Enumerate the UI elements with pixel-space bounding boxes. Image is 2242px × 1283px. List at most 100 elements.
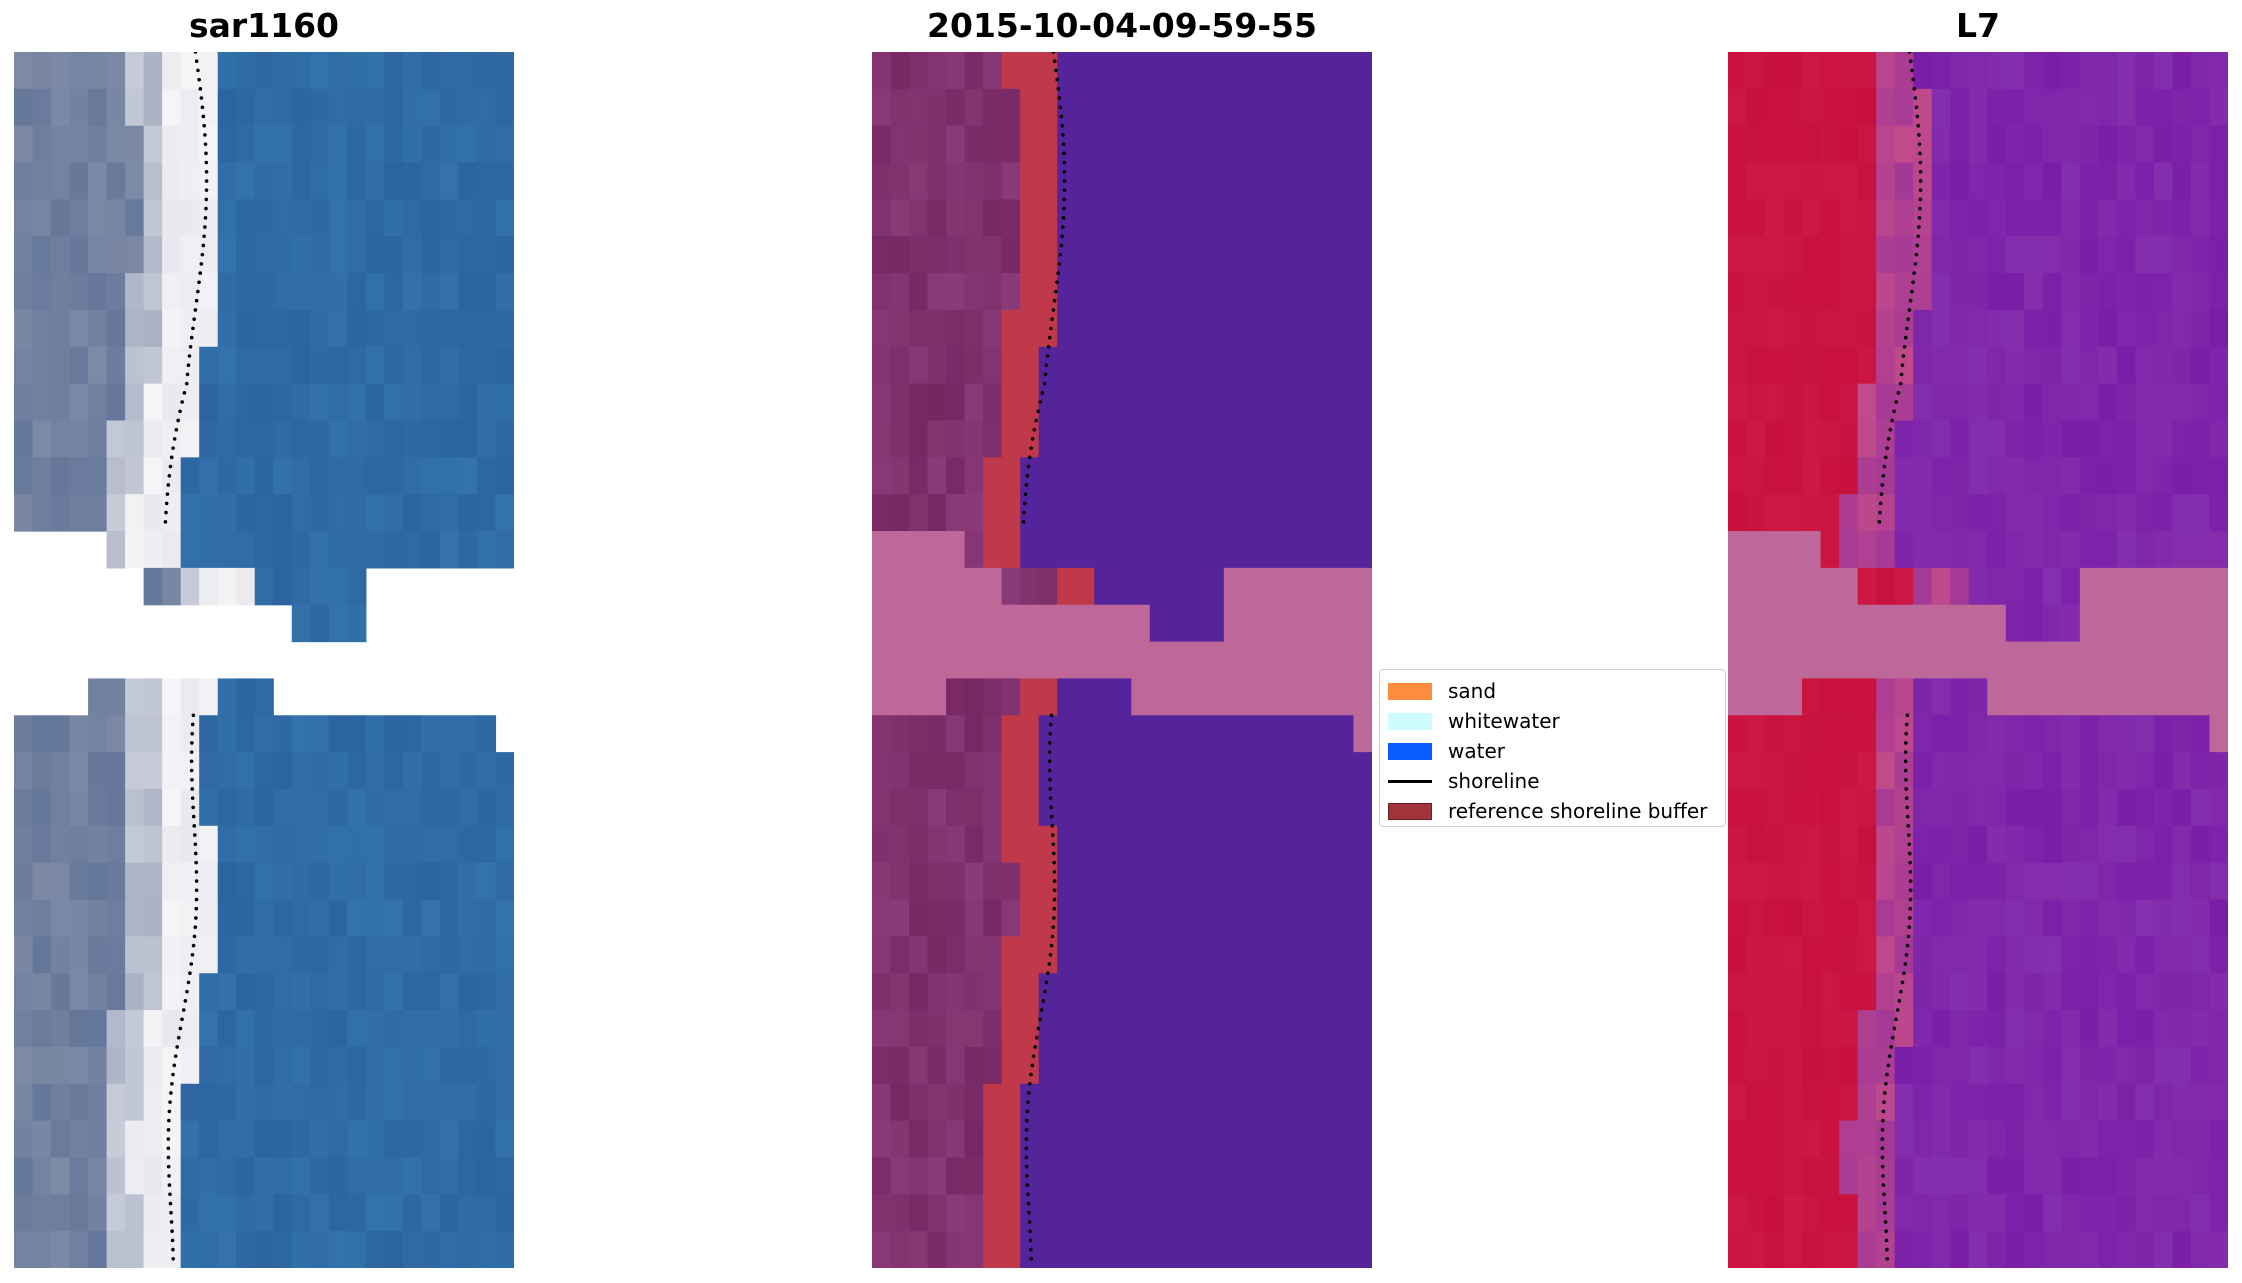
- pixel-cell: [1931, 678, 1951, 716]
- pixel-cell: [1038, 1231, 1058, 1268]
- pixel-cell: [2172, 420, 2192, 458]
- pixel-cell: [1168, 862, 1188, 901]
- pixel-cell: [1802, 973, 1822, 1011]
- pixel-cell: [236, 162, 256, 200]
- pixel-cell: [2079, 383, 2099, 422]
- pixel-cell: [273, 125, 293, 164]
- shoreline-point: [1908, 879, 1913, 883]
- pixel-cell: [458, 457, 478, 495]
- pixel-cell: [1987, 1231, 2007, 1268]
- pixel-cell: [347, 1010, 367, 1048]
- pixel-cell: [199, 162, 219, 200]
- pixel-cell: [2098, 1010, 2118, 1048]
- pixel-cell: [1075, 383, 1095, 422]
- pixel-cell: [328, 1157, 348, 1195]
- pixel-cell: [162, 825, 182, 864]
- pixel-cell: [2190, 162, 2211, 200]
- pixel-cell: [14, 162, 34, 200]
- shoreline-point: [189, 768, 194, 773]
- shoreline-point: [1906, 833, 1911, 837]
- shoreline-point: [202, 123, 206, 128]
- shoreline-point: [1888, 427, 1893, 432]
- pixel-cell: [1894, 236, 1914, 274]
- pixel-cell: [1950, 52, 1970, 90]
- pixel-cell: [1839, 862, 1859, 901]
- pixel-cell: [1057, 1231, 1077, 1268]
- pixel-cell: [1353, 162, 1372, 200]
- legend-item-water: water: [1388, 736, 1717, 766]
- pixel-cell: [1950, 973, 1970, 1011]
- pixel-cell: [2190, 1083, 2211, 1122]
- pixel-cell: [1149, 862, 1169, 901]
- pixel-cell: [1149, 420, 1169, 458]
- pixel-cell: [2172, 88, 2192, 127]
- pixel-cell: [1279, 973, 1299, 1011]
- pixel-cell: [347, 346, 367, 385]
- pixel-cell: [199, 531, 219, 569]
- pixel-cell: [2190, 88, 2211, 127]
- pixel-cell: [1131, 383, 1151, 422]
- pixel-cell: [1987, 678, 2007, 716]
- shoreline-point: [1911, 280, 1915, 285]
- legend-label-water: water: [1448, 739, 1505, 763]
- pixel-cell: [180, 1194, 200, 1232]
- pixel-cell: [310, 715, 330, 753]
- pixel-cell: [1968, 383, 1988, 422]
- pixel-cell: [2042, 1046, 2062, 1085]
- pixel-cell: [1765, 604, 1785, 643]
- shoreline-point: [1043, 372, 1048, 377]
- pixel-cell: [476, 125, 497, 164]
- shoreline-point: [176, 1035, 181, 1040]
- pixel-cell: [32, 383, 52, 422]
- pixel-cell: [69, 899, 89, 937]
- pixel-cell: [1987, 604, 2007, 643]
- pixel-cell: [2135, 494, 2155, 532]
- shoreline-point: [1022, 501, 1027, 506]
- pixel-cell: [1839, 1083, 1859, 1122]
- pixel-cell: [2153, 567, 2174, 606]
- pixel-cell: [1020, 715, 1040, 753]
- pixel-cell: [964, 1046, 984, 1085]
- pixel-cell: [1279, 1231, 1299, 1268]
- shoreline-point: [1883, 1220, 1888, 1224]
- pixel-cell: [32, 199, 52, 237]
- pixel-cell: [1297, 1231, 1318, 1268]
- pixel-cell: [476, 52, 497, 90]
- pixel-cell: [143, 52, 163, 90]
- shoreline-point: [1881, 1174, 1885, 1178]
- pixel-cell: [927, 309, 947, 348]
- pixel-cell: [1260, 52, 1281, 90]
- pixel-cell: [1746, 494, 1766, 532]
- pixel-cell: [1038, 236, 1058, 274]
- pixel-cell: [2079, 420, 2099, 458]
- pixel-cell: [946, 309, 966, 348]
- pixel-cell: [1279, 567, 1299, 606]
- pixel-cell: [421, 457, 441, 495]
- shoreline-point: [190, 731, 194, 736]
- shoreline-point: [1914, 252, 1919, 257]
- pixel-cell: [1279, 162, 1299, 200]
- pixel-cell: [1931, 1231, 1951, 1268]
- pixel-cell: [1746, 346, 1766, 385]
- pixel-cell: [927, 715, 947, 753]
- pixel-cell: [2042, 273, 2062, 311]
- pixel-cell: [927, 273, 947, 311]
- pixel-cell: [2079, 604, 2099, 643]
- pixel-cell: [1857, 494, 1877, 532]
- pixel-cell: [291, 531, 311, 569]
- pixel-cell: [291, 52, 311, 90]
- pixel-cell: [1987, 715, 2007, 753]
- pixel-cell: [458, 1120, 478, 1159]
- pixel-cell: [1783, 273, 1803, 311]
- pixel-cell: [88, 125, 108, 164]
- pixel-cell: [2190, 457, 2211, 495]
- pixel-cell: [236, 678, 256, 716]
- pixel-cell: [1131, 199, 1151, 237]
- pixel-cell: [106, 88, 126, 127]
- pixel-cell: [909, 199, 929, 237]
- pixel-cell: [14, 199, 34, 237]
- shoreline-point: [1877, 520, 1882, 524]
- pixel-cell: [217, 1157, 237, 1195]
- pixel-cell: [1968, 88, 1988, 127]
- shoreline-point: [204, 179, 209, 183]
